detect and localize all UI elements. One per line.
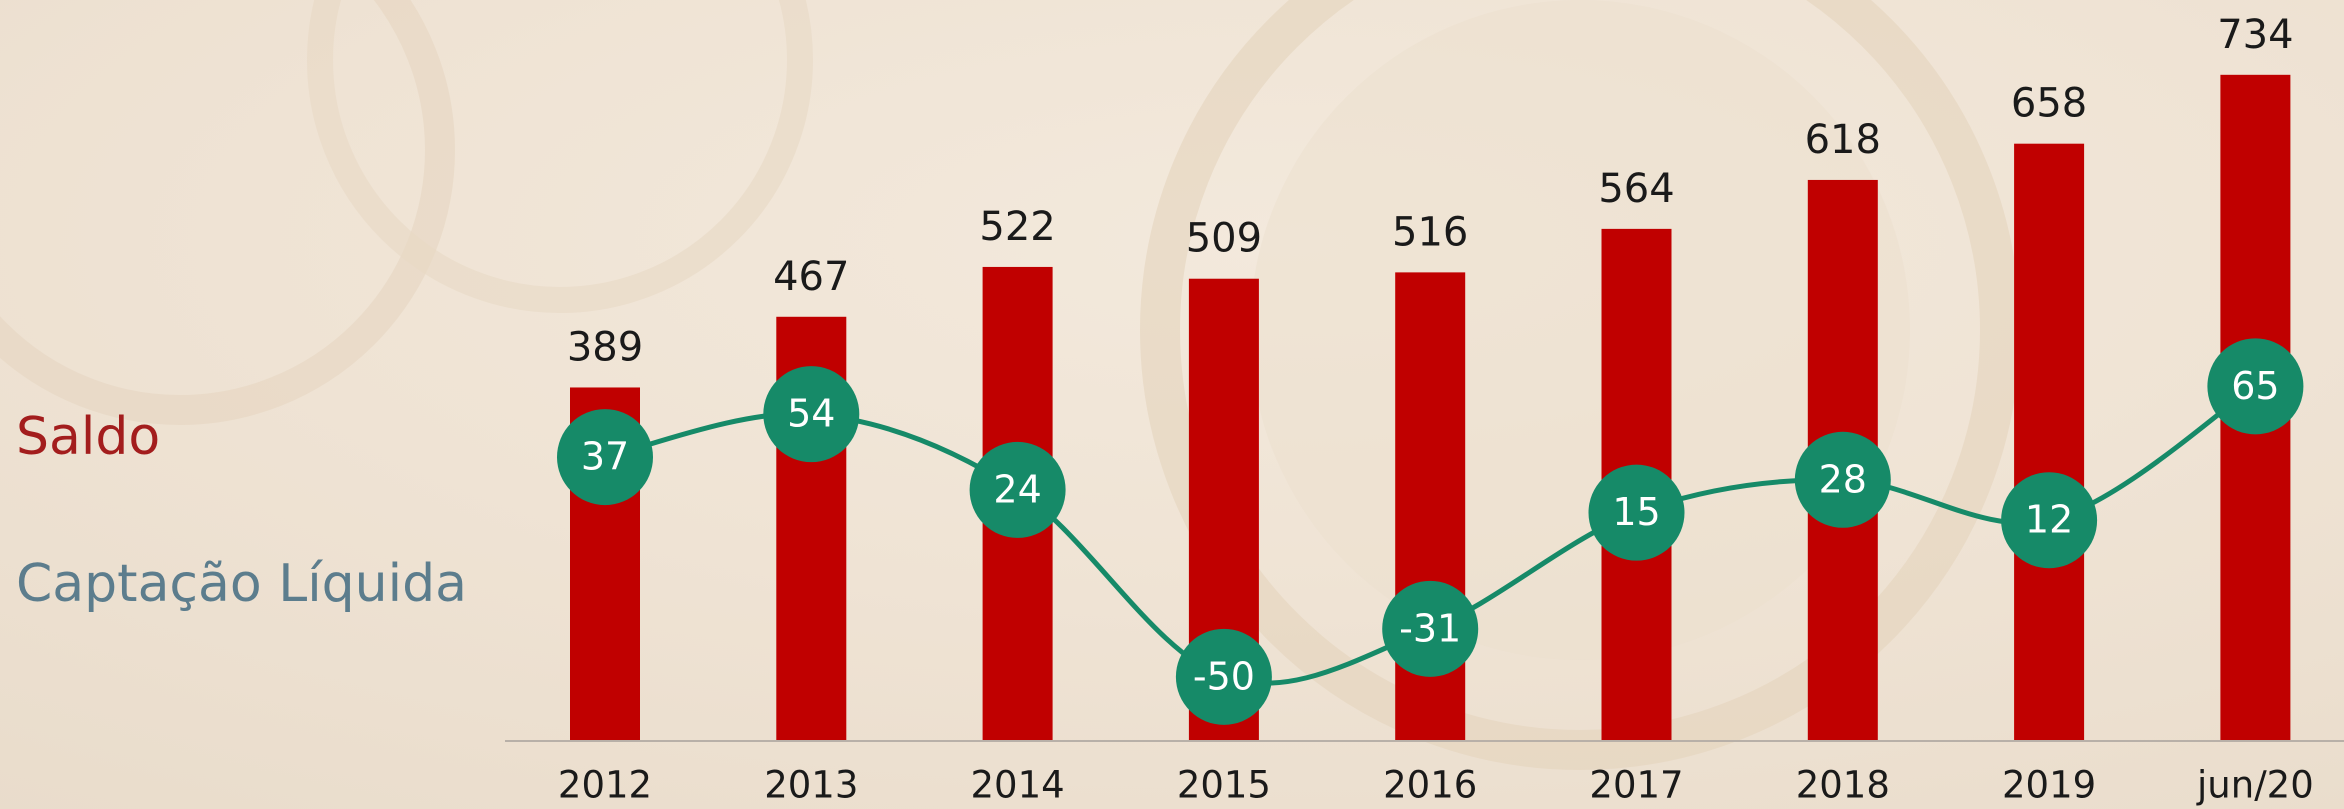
bar-value-label: 516	[1392, 209, 1468, 255]
point-value-label: -50	[1193, 654, 1255, 698]
coin-decoration	[307, 0, 813, 313]
x-tick-label: 2015	[1177, 764, 1271, 807]
point-value-label: -31	[1399, 606, 1461, 650]
x-tick-label: 2012	[558, 764, 652, 807]
x-tick-label: 2016	[1383, 764, 1477, 807]
point-value-label: 54	[787, 392, 835, 436]
point-value-label: 15	[1612, 490, 1660, 534]
line-point	[2207, 338, 2304, 435]
bar	[2014, 143, 2085, 740]
line-point	[1794, 431, 1891, 528]
legend-entry: Captação Líquida	[16, 554, 467, 614]
legend: Saldo Captação Líquida	[16, 407, 467, 614]
x-tick-label: 2017	[1589, 764, 1683, 807]
bar-value-label: 509	[1186, 216, 1262, 262]
point-value-label: 12	[2025, 498, 2073, 542]
bar-value-label: 658	[2011, 81, 2087, 127]
point-value-label: 24	[993, 467, 1041, 511]
line-point	[1175, 628, 1272, 725]
point-value-label: 65	[2231, 364, 2279, 408]
line-point	[763, 366, 860, 463]
coin-decoration	[0, 0, 455, 425]
legend-entry: Saldo	[16, 407, 160, 467]
x-tick-label: 2014	[971, 764, 1065, 807]
line-point	[557, 409, 653, 506]
x-tick-label: jun/20	[2196, 764, 2314, 807]
bar-value-label: 564	[1598, 166, 1674, 212]
line-point	[1382, 580, 1479, 677]
bar-value-label: 618	[1805, 117, 1881, 163]
x-tick-label: 2018	[1796, 764, 1890, 807]
x-tick-label: 2019	[2002, 764, 2096, 807]
bar-value-label: 522	[979, 204, 1055, 250]
bar-value-label: 734	[2217, 12, 2293, 58]
coin-decoration	[1140, 0, 2020, 770]
line-point	[1588, 464, 1685, 561]
bar-value-label: 389	[567, 324, 643, 370]
line-point	[969, 441, 1066, 538]
point-value-label: 37	[581, 435, 629, 479]
point-value-label: 28	[1819, 457, 1867, 501]
plot: 2012 2013 2014 2015 2016 2017 2018 2019 jun/20 38…	[557, 12, 2314, 807]
x-tick-label: 2013	[764, 764, 858, 807]
line-point	[2001, 472, 2098, 569]
bar-value-label: 467	[773, 254, 849, 300]
